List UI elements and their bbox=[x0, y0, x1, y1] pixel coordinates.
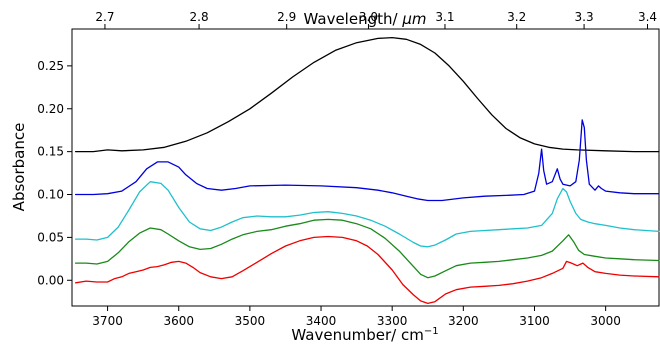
series-line-3 bbox=[74, 181, 660, 248]
top-tick-label: 3.0 bbox=[359, 10, 378, 24]
series-line-2 bbox=[74, 119, 660, 202]
x-tick-label: 3400 bbox=[306, 314, 337, 328]
top-x-axis: 2.7 2.8 2.9 3.0 3.1 3.2 3.3 3.4 bbox=[95, 10, 657, 29]
series-line-4 bbox=[74, 218, 660, 279]
x-tick-label: 3700 bbox=[92, 314, 123, 328]
y-axis: 0.00 0.05 0.10 0.15 0.20 0.25 bbox=[37, 59, 72, 287]
x-tick-label: 3600 bbox=[163, 314, 194, 328]
top-x-axis-title: Wavelength/ μm bbox=[304, 10, 427, 28]
top-tick-label: 2.8 bbox=[190, 10, 209, 24]
top-tick-label: 3.1 bbox=[435, 10, 454, 24]
top-tick-label: 3.4 bbox=[638, 10, 657, 24]
y-axis-title: Absorbance bbox=[10, 123, 28, 212]
x-axis-title: Wavenumber/ cm−1 bbox=[291, 326, 438, 344]
plot-frame bbox=[71, 28, 660, 307]
x-tick-label: 3200 bbox=[448, 314, 479, 328]
series-line-5 bbox=[74, 235, 660, 305]
x-tick-label: 3500 bbox=[235, 314, 266, 328]
y-tick-label: 0.25 bbox=[37, 59, 64, 73]
top-tick-label: 2.7 bbox=[95, 10, 114, 24]
top-tick-label: 3.3 bbox=[575, 10, 594, 24]
series-line-1 bbox=[74, 36, 660, 153]
y-tick-label: 0.15 bbox=[37, 145, 64, 159]
plot-area bbox=[71, 28, 660, 307]
y-tick-label: 0.20 bbox=[37, 102, 64, 116]
y-tick-label: 0.05 bbox=[37, 230, 64, 244]
top-tick-label: 2.9 bbox=[277, 10, 296, 24]
x-tick-label: 3000 bbox=[590, 314, 621, 328]
x-tick-label: 3300 bbox=[377, 314, 408, 328]
top-tick-label: 3.2 bbox=[507, 10, 526, 24]
y-tick-label: 0.10 bbox=[37, 188, 64, 202]
y-tick-label: 0.00 bbox=[37, 273, 64, 287]
bottom-x-axis: 3700 3600 3500 3400 3300 3200 3100 3000 bbox=[92, 306, 621, 328]
series-layer bbox=[74, 36, 660, 305]
x-tick-label: 3100 bbox=[519, 314, 550, 328]
